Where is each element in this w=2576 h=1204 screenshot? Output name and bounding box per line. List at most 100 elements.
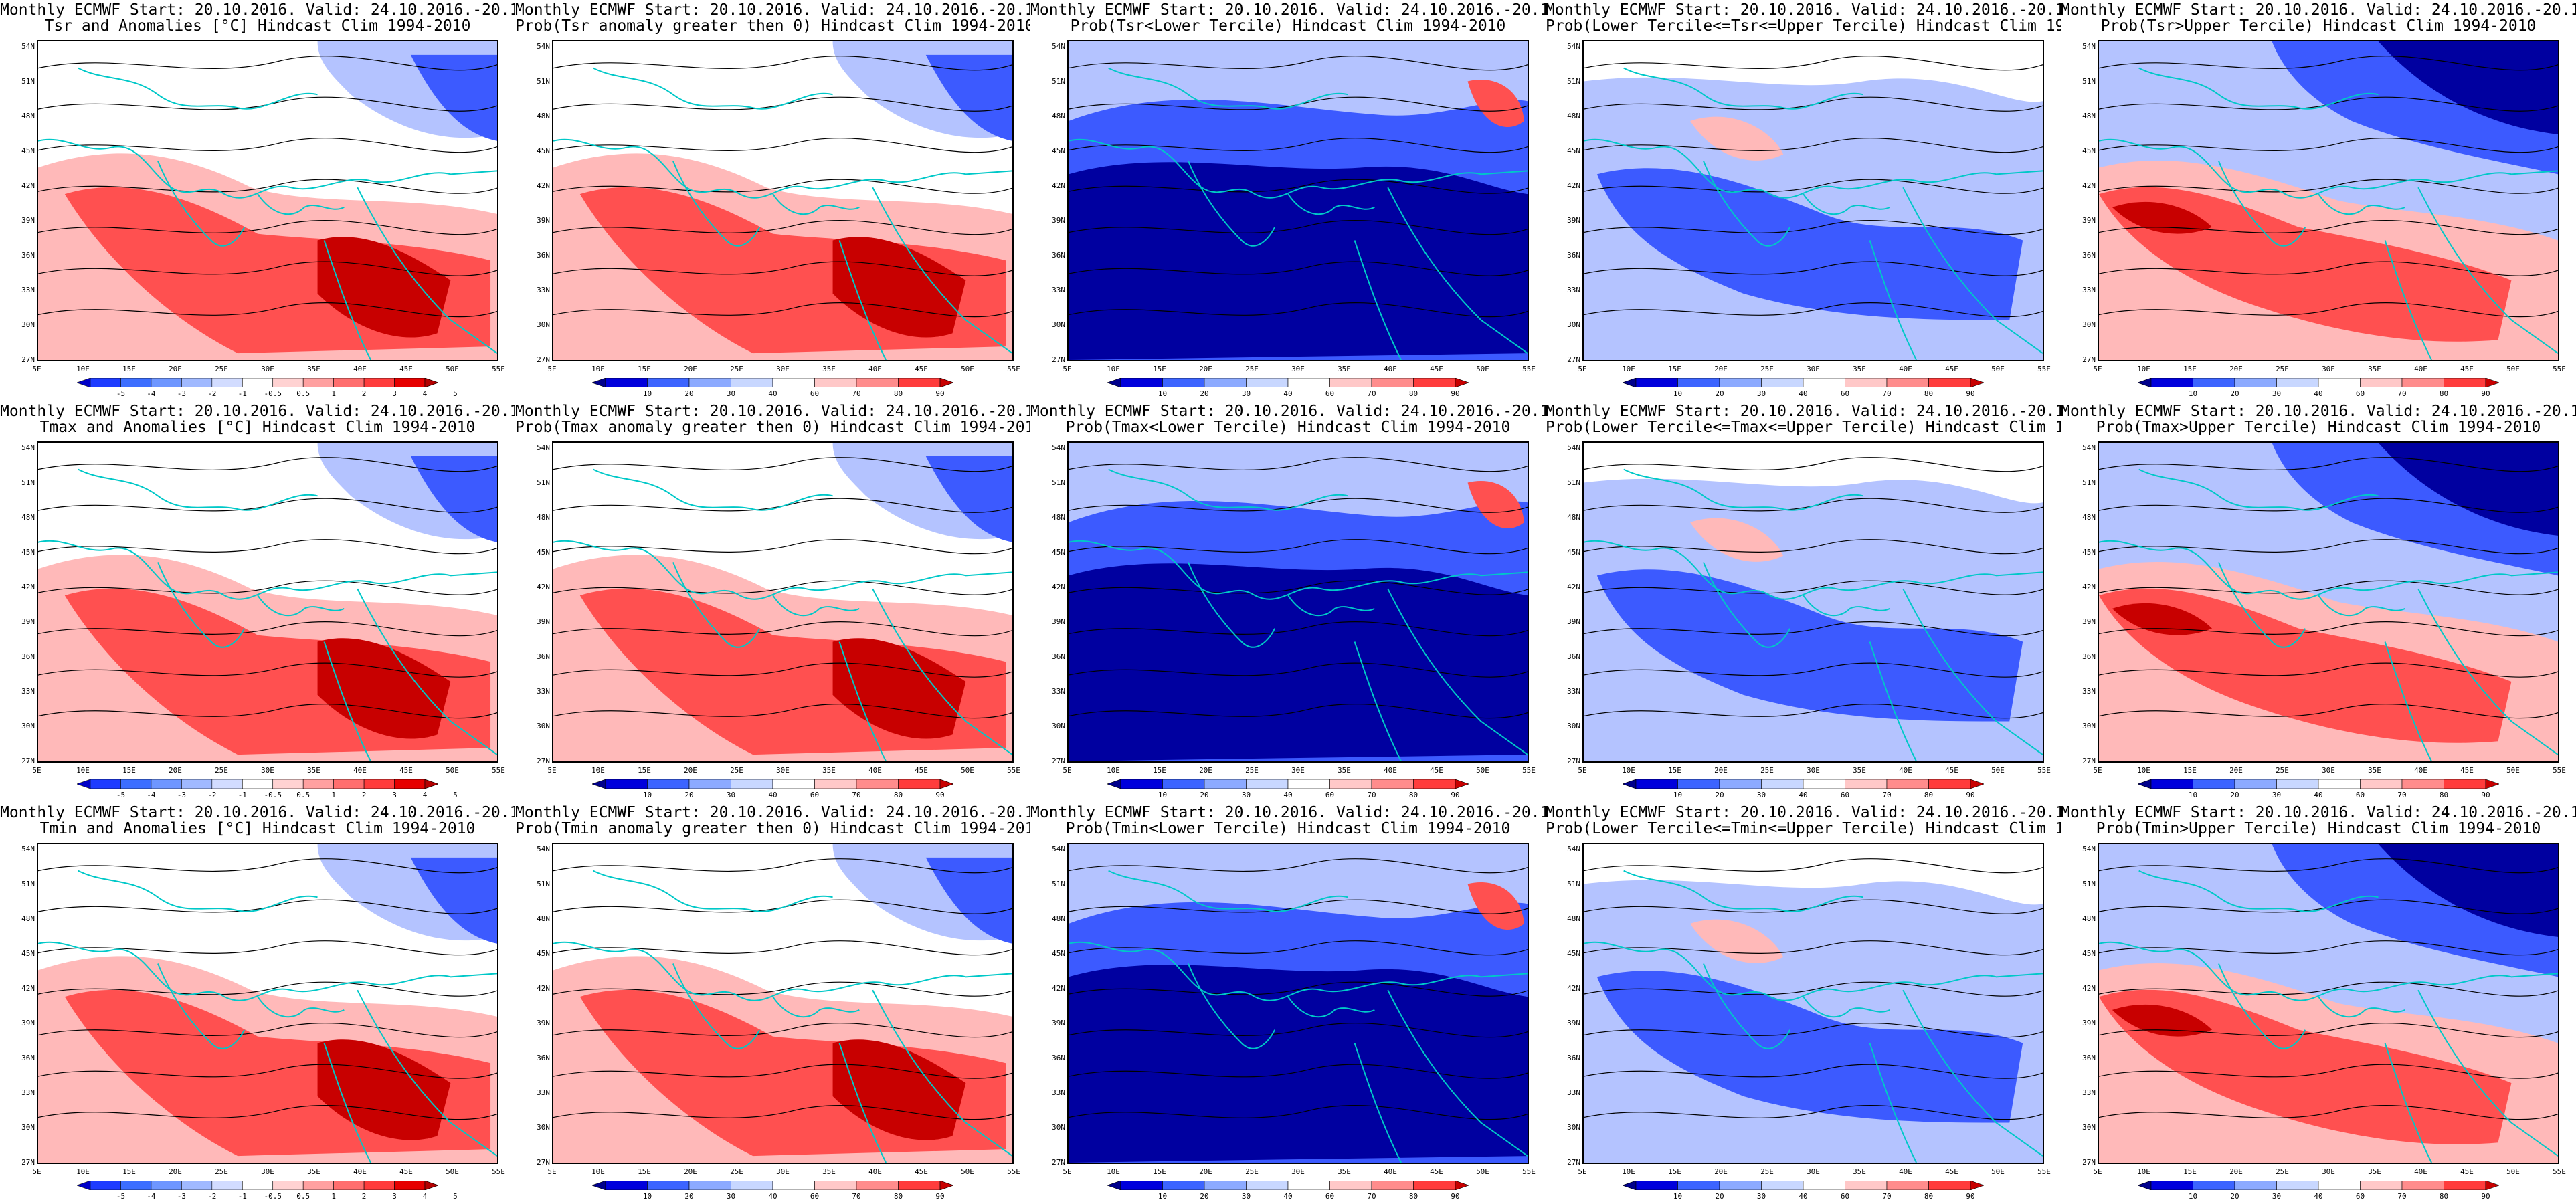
coastline (1803, 996, 1890, 1018)
colorbar-min-arrow (592, 779, 606, 789)
colorbar-tick-label: -4 (147, 791, 156, 799)
longitude-label: 15E (638, 766, 651, 775)
panel-title-line1: Monthly ECMWF Start: 20.10.2016. Valid: … (0, 403, 515, 420)
coastline (1108, 67, 1348, 110)
colorbar-segment (1413, 378, 1456, 387)
longitude-label: 45E (1945, 365, 1958, 373)
colorbar-tick-label: 10 (2188, 1192, 2198, 1201)
colorbar-min-arrow (1623, 378, 1637, 387)
colorbar-tick-label: 30 (1756, 1192, 1766, 1201)
longitude-label: 25E (2276, 1167, 2289, 1176)
colorbar-segment (2318, 779, 2361, 789)
longitude-label: 30E (261, 766, 274, 775)
field-shading-2 (1069, 162, 1528, 360)
longitude-label: 5E (32, 1167, 41, 1176)
colorbar-tick-label: 90 (935, 791, 945, 799)
colorbar-segment (1287, 378, 1330, 387)
field-shading-5 (2112, 201, 2213, 234)
colorbar-segment (688, 779, 731, 789)
isotherm-contour (1584, 138, 2043, 153)
colorbar-segment (333, 779, 365, 789)
latitude-label: 27N (21, 1158, 35, 1167)
longitude-label: 20E (169, 365, 182, 373)
longitude-label: 20E (2229, 365, 2243, 373)
coastline (78, 870, 318, 912)
longitude-label: 5E (1063, 1167, 1072, 1176)
colorbar-tick-label: 90 (1451, 389, 1460, 398)
colorbar-segment (181, 378, 213, 387)
map-field-svg (553, 41, 1012, 360)
latitude-label: 33N (2082, 286, 2096, 294)
isotherm-contour (2099, 457, 2558, 472)
latitude-label: 45N (1052, 949, 1065, 958)
colorbar-segment (2193, 1181, 2235, 1190)
colorbar-tick-label: 90 (935, 389, 945, 398)
isotherm-contour (2099, 580, 2558, 595)
colorbar-min-arrow (592, 378, 606, 387)
coastline (672, 562, 761, 648)
colorbar (77, 779, 438, 789)
isotherm-contour (38, 621, 497, 637)
latitude-label: 33N (537, 1088, 550, 1097)
longitude-label: 30E (1291, 1167, 1305, 1176)
colorbar-max-arrow (939, 779, 953, 789)
coastline (257, 193, 345, 215)
panel-title-line1: Monthly ECMWF Start: 20.10.2016. Valid: … (0, 804, 515, 821)
longitude-label: 30E (261, 365, 274, 373)
coastline (1287, 996, 1375, 1018)
longitude-label: 35E (822, 1167, 836, 1176)
colorbar-tick-label: -0.5 (264, 1192, 282, 1201)
isotherm-contour (1069, 899, 1528, 914)
colorbar-segment (1371, 779, 1414, 789)
colorbar-tick-label: -5 (116, 1192, 126, 1201)
isotherm-contour (1069, 56, 1528, 71)
longitude-label: 40E (1384, 766, 1397, 775)
longitude-label: 40E (353, 365, 367, 373)
longitude-label: 10E (1107, 766, 1120, 775)
colorbar-tick-label: 70 (852, 791, 861, 799)
longitude-label: 25E (1245, 1167, 1259, 1176)
latitude-label: 30N (537, 722, 550, 730)
latitude-label: 42N (1052, 181, 1065, 190)
colorbar-tick-label: 1 (331, 389, 336, 398)
colorbar-segment (814, 779, 857, 789)
longitude-label: 25E (1245, 365, 1259, 373)
longitude-label: 35E (307, 365, 320, 373)
colorbar-tick-label: 3 (392, 389, 397, 398)
isotherm-contour (2099, 302, 2558, 318)
isotherm-contour (1584, 858, 2043, 874)
latitude-label: 42N (21, 984, 35, 993)
latitude-label: 36N (1567, 652, 1580, 661)
colorbar-tick-label: 70 (852, 1192, 861, 1201)
latitude-label: 51N (2082, 77, 2096, 86)
latitude-label: 27N (1052, 355, 1065, 364)
latitude-label: 48N (1567, 914, 1580, 923)
colorbar-tick-label: 20 (1715, 389, 1724, 398)
latitude-label: 45N (1567, 146, 1580, 155)
latitude-label: 48N (537, 112, 550, 120)
colorbar-tick-label: -3 (177, 791, 186, 799)
longitude-label: 45E (915, 365, 928, 373)
latitude-label: 39N (1567, 617, 1580, 626)
latitude-label: 54N (537, 42, 550, 51)
coastline (2218, 161, 2306, 247)
colorbar-tick-label: 0.5 (296, 1192, 310, 1201)
colorbar-segment (120, 378, 152, 387)
longitude-label: 30E (2322, 1167, 2335, 1176)
colorbar-tick-label: -1 (238, 1192, 247, 1201)
latitude-label: 36N (2082, 1054, 2096, 1062)
longitude-label: 55E (1522, 1167, 1536, 1176)
isotherm-contour (553, 580, 1012, 595)
colorbar-max-arrow (424, 378, 438, 387)
longitude-label: 55E (2037, 1167, 2051, 1176)
colorbar-segment (1719, 378, 1762, 387)
colorbar-segment (90, 779, 121, 789)
latitude-label: 39N (1567, 1019, 1580, 1027)
latitude-label: 51N (1567, 880, 1580, 888)
colorbar-tick-label: 20 (1200, 1192, 1209, 1201)
latitude-label: 45N (1052, 548, 1065, 557)
map-field-svg (1069, 443, 1528, 761)
coastline (38, 540, 497, 600)
colorbar-tick-label: 80 (1408, 389, 1418, 398)
colorbar-segment (1761, 779, 1804, 789)
